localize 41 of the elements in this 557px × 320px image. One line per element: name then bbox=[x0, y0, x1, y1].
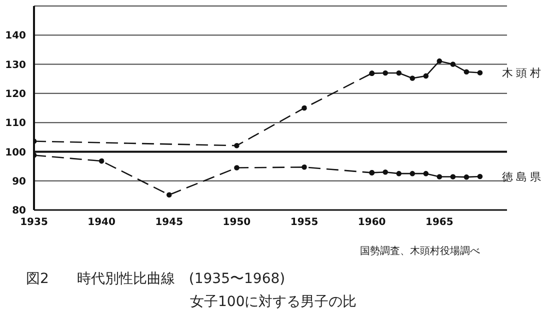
point bbox=[396, 170, 402, 176]
y-tick-label: 120 bbox=[5, 88, 26, 100]
point bbox=[302, 105, 307, 111]
y-tick-label: 80 bbox=[12, 206, 26, 217]
point bbox=[464, 69, 470, 75]
series-label: 徳島県 bbox=[502, 170, 544, 184]
point bbox=[302, 164, 307, 170]
x-tick-label: 1950 bbox=[222, 217, 251, 228]
point bbox=[382, 70, 388, 76]
point bbox=[410, 170, 416, 176]
x-tick-label: 1965 bbox=[426, 217, 454, 228]
x-tick-label: 1955 bbox=[290, 217, 318, 228]
point bbox=[450, 62, 456, 67]
point bbox=[396, 70, 402, 76]
x-tick-label: 1940 bbox=[88, 217, 116, 228]
point bbox=[464, 174, 470, 180]
y-tick-label: 130 bbox=[5, 60, 26, 71]
y-tick-label: 140 bbox=[5, 30, 26, 42]
point bbox=[234, 165, 240, 170]
x-tick-label: 1945 bbox=[155, 217, 184, 228]
point bbox=[436, 174, 442, 180]
point bbox=[423, 73, 429, 79]
point bbox=[450, 174, 456, 180]
point bbox=[98, 158, 104, 164]
text: 女子100に対する男子の比 bbox=[190, 293, 357, 311]
point bbox=[477, 70, 483, 76]
text: 図2 時代別性比曲線 (1935〜1968) bbox=[26, 270, 286, 288]
text: 国勢調査、木頭村役場調べ bbox=[360, 244, 480, 258]
point bbox=[436, 58, 442, 64]
y-tick-label: 110 bbox=[5, 118, 26, 130]
series-label: 木頭村 bbox=[502, 66, 544, 80]
x-tick-label: 1935 bbox=[20, 217, 48, 228]
point bbox=[423, 170, 429, 176]
point bbox=[382, 169, 388, 175]
y-tick-label: 90 bbox=[12, 176, 26, 188]
x-tick-label: 1960 bbox=[358, 217, 386, 228]
y-tick-label: 100 bbox=[5, 147, 26, 158]
point bbox=[166, 192, 172, 198]
point bbox=[234, 142, 240, 148]
point bbox=[477, 174, 483, 180]
point bbox=[410, 76, 416, 81]
